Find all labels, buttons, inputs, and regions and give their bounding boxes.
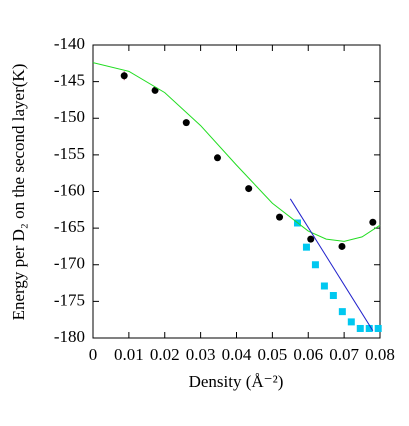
- x-tick-label: 0.08: [365, 345, 395, 364]
- fit-line: [92, 62, 381, 242]
- x-tick-label: 0.04: [222, 345, 252, 364]
- data-point: [320, 282, 328, 290]
- y-tick-label: -140: [54, 34, 85, 53]
- x-tick-label: 0.02: [150, 345, 180, 364]
- data-point: [329, 292, 337, 300]
- data-point: [302, 243, 310, 251]
- plot-frame: [92, 44, 381, 339]
- y-axis-label: Energy per D₂ on the second layer(K): [9, 64, 28, 321]
- x-tick-label: 0.05: [258, 345, 288, 364]
- data-point: [120, 72, 128, 80]
- data-point: [338, 242, 346, 250]
- x-tick-label: 0.06: [293, 345, 323, 364]
- data-point: [369, 218, 377, 226]
- data-point: [276, 213, 284, 221]
- x-tick-label: 0: [89, 345, 98, 364]
- x-tick-label: 0.01: [114, 345, 144, 364]
- y-tick-label: -170: [54, 254, 85, 273]
- data-point: [307, 235, 315, 243]
- data-point: [151, 86, 159, 94]
- data-point: [182, 119, 190, 127]
- data-point: [365, 324, 373, 332]
- data-point: [347, 318, 355, 326]
- x-tick-label: 0.03: [186, 345, 216, 364]
- y-tick-label: -175: [54, 290, 85, 309]
- data-point: [356, 324, 364, 332]
- data-point: [245, 185, 253, 193]
- fit-line: [289, 198, 374, 331]
- y-tick-label: -165: [54, 217, 85, 236]
- x-tick-label: 0.07: [329, 345, 359, 364]
- x-axis-label: Density (Å⁻²): [189, 372, 284, 391]
- data-point: [213, 154, 221, 162]
- y-tick-label: -150: [54, 107, 85, 126]
- y-tick-label: -155: [54, 144, 85, 163]
- data-point: [338, 308, 346, 316]
- y-tick-label: -160: [54, 180, 85, 199]
- data-point: [374, 324, 382, 332]
- y-tick-label: -180: [54, 327, 85, 346]
- data-point: [311, 261, 319, 269]
- y-tick-label: -145: [54, 71, 85, 90]
